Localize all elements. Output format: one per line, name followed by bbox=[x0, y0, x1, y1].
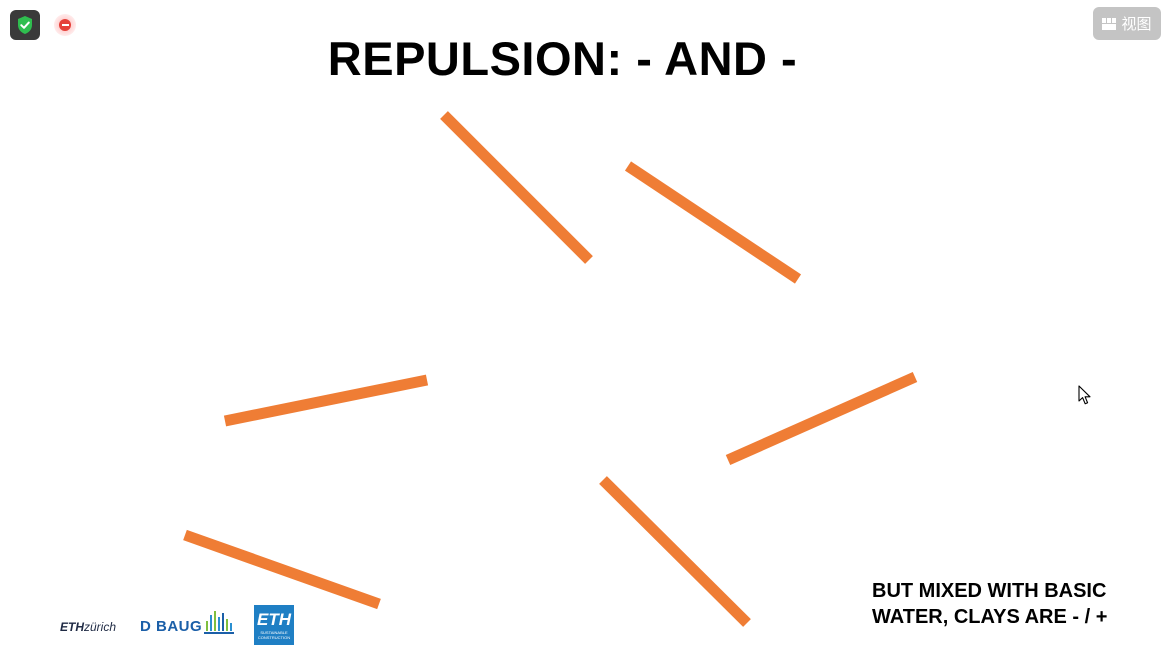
clay-particle-stick bbox=[223, 374, 429, 427]
slide-title: REPULSION: - AND - bbox=[327, 32, 798, 85]
view-button[interactable]: 视图 bbox=[1093, 7, 1161, 40]
caption-line: WATER, CLAYS ARE - / + bbox=[872, 606, 1108, 628]
caption-line: BUT MIXED WITH BASIC bbox=[872, 580, 1107, 602]
record-stop-icon bbox=[59, 19, 71, 31]
grid-icon bbox=[1102, 17, 1117, 30]
security-shield-button[interactable] bbox=[10, 10, 40, 40]
clay-particle-stick bbox=[624, 161, 802, 284]
eth-zurich-logo: ETHzürich bbox=[60, 620, 117, 634]
dbaug-skyline-icon bbox=[204, 611, 235, 634]
mouse-cursor-icon bbox=[1078, 385, 1091, 405]
clay-particle-stick bbox=[725, 371, 918, 466]
view-button-label: 视图 bbox=[1121, 16, 1152, 33]
eth-sustainable-construction-logo: ETH SUSTAINABLE CONSTRUCTION bbox=[254, 605, 294, 645]
recording-indicator[interactable] bbox=[54, 14, 76, 36]
clay-particle-stick bbox=[183, 529, 381, 610]
dbaug-logo: D BAUG bbox=[140, 607, 235, 635]
slide-caption: BUT MIXED WITH BASIC WATER, CLAYS ARE - … bbox=[872, 578, 1107, 630]
clay-particle-stick bbox=[599, 476, 751, 627]
clay-particle-stick bbox=[440, 111, 593, 264]
shield-check-icon bbox=[18, 16, 32, 34]
